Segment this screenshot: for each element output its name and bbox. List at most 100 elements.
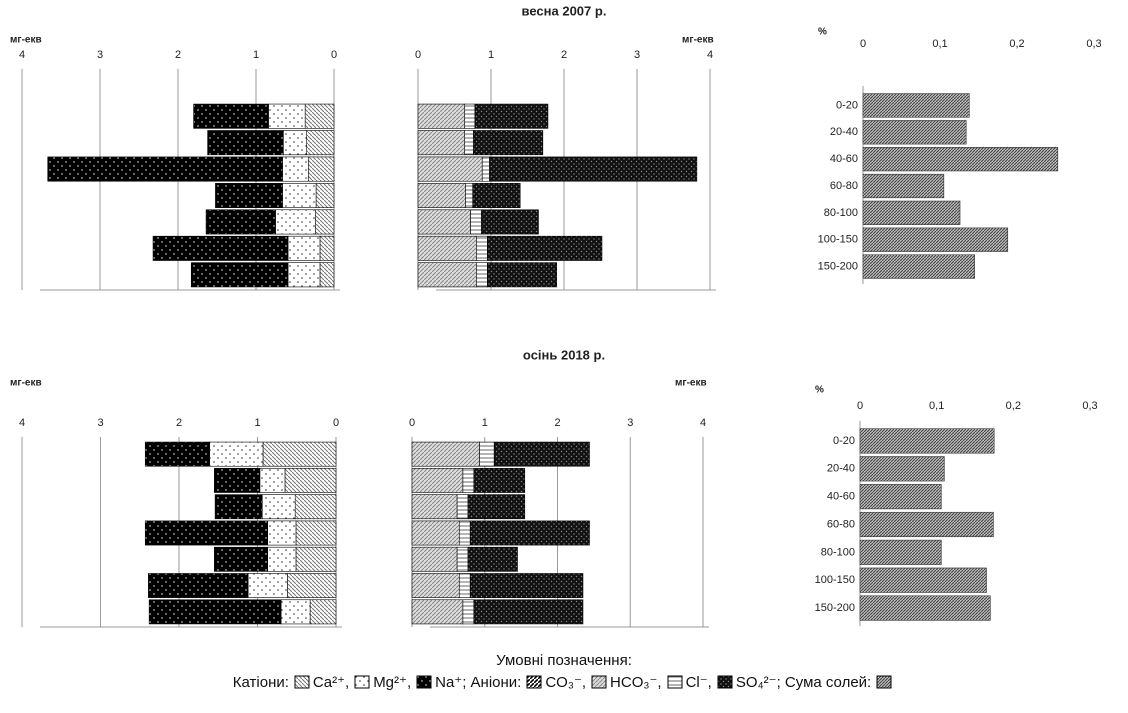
bar — [862, 147, 1059, 172]
bar-segment — [481, 156, 490, 182]
bar-segment — [309, 599, 337, 625]
section-title: весна 2007 р. — [522, 3, 607, 18]
y-tick-label: 20-40 — [827, 463, 855, 475]
legend: Умовні позначення: Катіони: Ca²⁺ Mg²⁺ Na⁺ А… — [0, 650, 1128, 694]
bar-segment — [493, 441, 590, 467]
x-tick-label: 0 — [415, 49, 421, 61]
bar-segment — [465, 183, 474, 208]
bar-segment — [214, 546, 269, 572]
bar-segment — [294, 494, 337, 520]
legend-entry: Na⁺ — [435, 674, 466, 691]
bar-segment — [458, 520, 471, 546]
bar-segment — [307, 156, 335, 182]
bar-segment — [417, 209, 471, 235]
x-tick-label: 0 — [409, 417, 415, 429]
x-tick-label: 3 — [97, 417, 103, 429]
y-tick-label: 40-60 — [830, 153, 858, 165]
bar-segment — [214, 468, 261, 493]
chart: весна 2007 р. осінь 2018 р. 4 3 2 1 0 мг-екв 0… — [10, 3, 1102, 628]
bar-segment — [287, 235, 321, 261]
bar-segment — [144, 520, 269, 546]
bar-segment — [487, 235, 603, 261]
bar-segment — [411, 441, 480, 467]
unit-label: мг-екв — [675, 378, 707, 389]
bar-segment — [472, 183, 521, 208]
bar-segment — [319, 235, 335, 261]
bar-segment — [205, 209, 276, 235]
legend-group-label: Катіони: — [232, 674, 289, 691]
y-tick-label: 20-40 — [830, 126, 858, 138]
bar — [859, 511, 994, 538]
x-tick-label: 1 — [254, 417, 260, 429]
bar-segment — [304, 103, 335, 129]
x-tick-label: 4 — [19, 49, 25, 61]
bar-segment — [476, 262, 488, 288]
x-tick-label: 0 — [331, 49, 337, 61]
x-tick-label: 2 — [176, 417, 182, 429]
x-tick-label: 0,3 — [1086, 38, 1101, 50]
section-title: осінь 2018 р. — [523, 347, 605, 362]
bar-segment — [479, 441, 495, 467]
legend-swatch — [876, 675, 892, 689]
bar-segment — [417, 103, 466, 129]
bar-segment — [284, 468, 337, 493]
unit-label: мг-екв — [10, 35, 42, 46]
bar-segment — [474, 103, 549, 129]
y-tick-label: 150-200 — [815, 602, 855, 614]
bar — [859, 595, 991, 621]
x-tick-label: 4 — [19, 417, 25, 429]
legend-entry: HCO₃⁻ — [610, 674, 662, 691]
bar-segment — [476, 235, 488, 261]
bar-segment — [319, 262, 335, 288]
x-tick-label: 1 — [488, 49, 494, 61]
bar-segment — [469, 573, 584, 598]
bar — [862, 120, 967, 145]
x-tick-label: 0,2 — [1009, 38, 1024, 50]
legend-entry: Mg²⁺ — [373, 674, 411, 691]
bar-segment — [148, 599, 282, 625]
legend-group-label: Аніони: — [470, 674, 522, 691]
bar — [862, 200, 961, 225]
bar-segment — [295, 520, 337, 546]
y-tick-label: 150-200 — [818, 260, 858, 272]
bar-segment — [268, 103, 306, 129]
bar-segment — [467, 494, 526, 520]
bar-segment — [473, 130, 544, 156]
x-tick-label: 0,2 — [1006, 400, 1021, 412]
bar-segment — [467, 546, 518, 572]
bar-segment — [215, 183, 283, 208]
bar-segment — [417, 130, 466, 156]
bar — [859, 456, 945, 482]
x-tick-label: 1 — [253, 49, 259, 61]
bar-segment — [464, 103, 476, 129]
bar-segment — [462, 468, 475, 493]
bar-segment — [267, 546, 297, 572]
bar-segment — [207, 130, 284, 156]
legend-entry: Ca²⁺ — [313, 674, 349, 691]
bar — [859, 484, 942, 510]
bar — [859, 567, 987, 593]
bar — [862, 173, 945, 199]
bar-segment — [295, 546, 337, 572]
legend-title: Умовні позначення: — [496, 652, 632, 669]
bar-segment — [489, 156, 698, 182]
legend-swatch — [294, 675, 310, 689]
bar-segment — [411, 546, 458, 572]
bar-segment — [287, 262, 321, 288]
bar-segment — [193, 103, 269, 129]
bar-segment — [214, 494, 263, 520]
legend-swatch — [591, 675, 607, 689]
bar-segment — [315, 183, 335, 208]
legend-swatch — [667, 675, 683, 689]
bar — [862, 254, 975, 279]
bar-segment — [470, 209, 482, 235]
y-tick-label: 40-60 — [827, 491, 855, 503]
bar-segment — [47, 156, 283, 182]
y-tick-label: 60-80 — [827, 518, 855, 530]
x-tick-label: 4 — [707, 49, 713, 61]
legend-swatch — [416, 675, 432, 689]
x-tick-label: 0,1 — [929, 400, 944, 412]
bar — [859, 539, 942, 565]
unit-label: мг-екв — [10, 378, 42, 389]
bar-segment — [144, 441, 210, 467]
